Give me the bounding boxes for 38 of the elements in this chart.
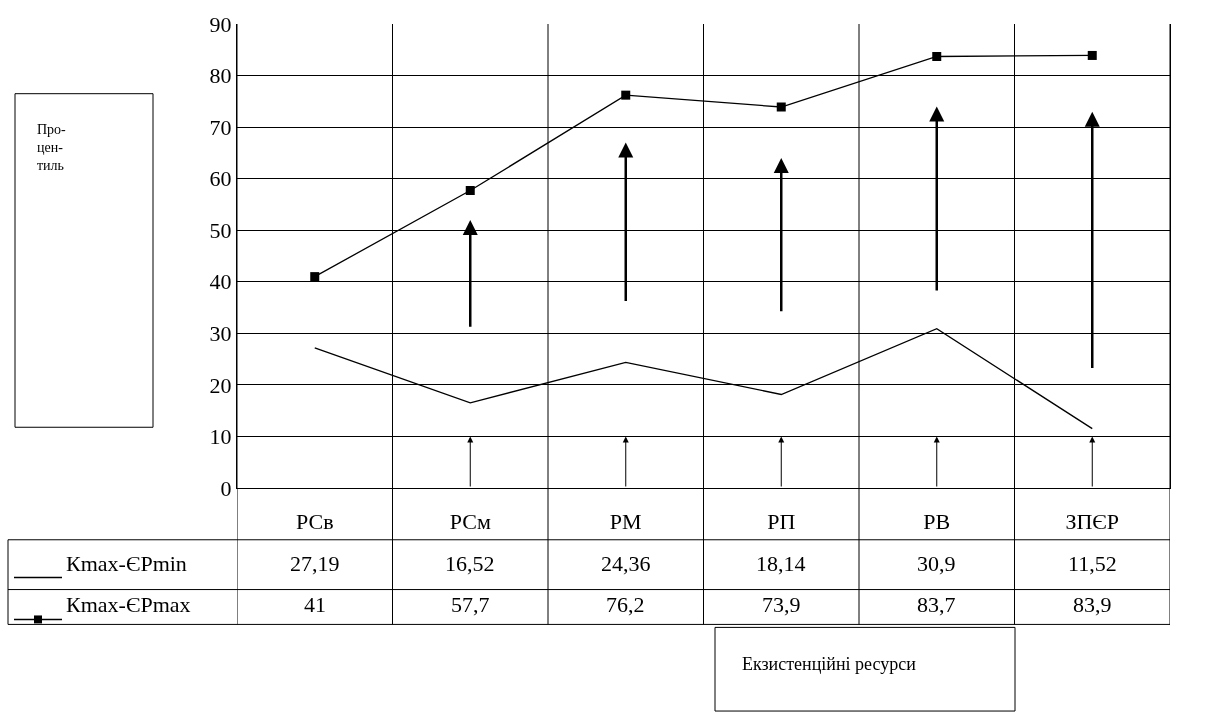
point (465, 186, 475, 196)
y-tick-label: 20 (209, 372, 232, 398)
data-label: 30,9 (917, 551, 956, 576)
y-tick-label: 0 (220, 475, 232, 501)
data-label: 16,52 (445, 551, 495, 576)
point (621, 90, 631, 100)
legend-label: Кmax-ЄРmin (66, 551, 187, 576)
x-tick-label: РП (767, 509, 796, 535)
y-tick-label: 40 (209, 269, 232, 295)
point (1087, 50, 1097, 60)
text: Про- цен- тиль (37, 122, 67, 174)
data-label: 11,52 (1068, 551, 1117, 576)
data-label: 57,7 (451, 592, 490, 617)
data-label: 73,9 (762, 592, 801, 617)
y-tick-label: 70 (209, 114, 232, 140)
x-tick-label: РСв (295, 509, 334, 535)
legend-label: Кmax-ЄРmax (66, 592, 191, 617)
y-tick-label: 60 (209, 166, 232, 192)
x-tick-label: РСм (449, 509, 491, 535)
y-tick-label: 50 (209, 217, 232, 243)
y-tick-label: 80 (209, 63, 232, 89)
data-label: 41 (304, 592, 326, 617)
data-label: 83,7 (917, 592, 956, 617)
point (932, 51, 942, 61)
data-label: 24,36 (601, 551, 651, 576)
point (310, 272, 320, 282)
text: Екзистенційні ресурси (742, 654, 917, 674)
y-tick-label: 30 (209, 321, 232, 347)
x-tick-label: ЗПЄР (1065, 509, 1120, 535)
x-tick-label: РМ (609, 509, 642, 535)
data-label: 76,2 (606, 592, 645, 617)
point (776, 102, 786, 112)
y-tick-label: 90 (209, 11, 232, 37)
y-tick-label: 10 (209, 424, 232, 450)
data-label: 18,14 (756, 551, 806, 576)
data-label: 27,19 (290, 551, 340, 576)
x-tick-label: РВ (923, 509, 951, 535)
data-label: 83,9 (1073, 592, 1112, 617)
